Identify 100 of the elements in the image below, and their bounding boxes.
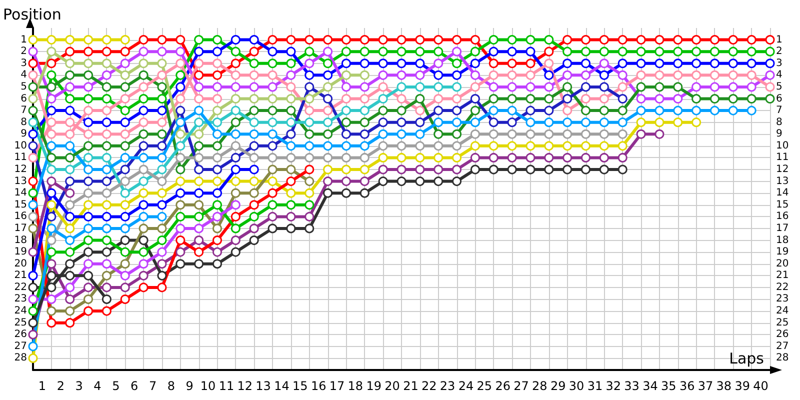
point xyxy=(728,35,738,45)
x-tick-label: 19 xyxy=(366,379,382,393)
y-tick-label: 23 xyxy=(14,294,27,305)
point xyxy=(268,94,278,104)
point xyxy=(544,46,554,56)
point xyxy=(286,35,296,45)
point xyxy=(230,212,240,222)
point xyxy=(746,46,756,56)
point xyxy=(360,164,370,174)
point xyxy=(526,82,536,92)
point xyxy=(212,70,222,80)
point xyxy=(176,176,186,186)
y2-tick-label: 17 xyxy=(776,222,789,234)
y-tick-label: 4 xyxy=(20,70,27,81)
point xyxy=(84,294,94,304)
point xyxy=(396,164,406,174)
point xyxy=(360,118,370,128)
point xyxy=(28,342,38,352)
point xyxy=(212,94,222,104)
point xyxy=(28,200,38,210)
point xyxy=(46,46,56,56)
point xyxy=(28,106,38,116)
point xyxy=(654,46,664,56)
point xyxy=(581,58,590,68)
x-tick-label: 29 xyxy=(550,379,566,393)
point xyxy=(434,70,444,80)
point xyxy=(323,176,333,186)
y2-tick-label: 16 xyxy=(776,211,789,222)
point xyxy=(102,294,112,304)
point xyxy=(765,58,775,68)
point xyxy=(84,94,94,104)
point xyxy=(360,141,370,151)
y-tick-label: 3 xyxy=(20,58,27,69)
point xyxy=(176,236,186,246)
point xyxy=(544,106,554,116)
point xyxy=(341,188,351,198)
x-tick-label: 31 xyxy=(587,379,603,393)
point xyxy=(157,58,167,68)
point xyxy=(488,164,498,174)
point xyxy=(710,70,720,80)
point xyxy=(452,58,462,68)
point xyxy=(212,247,222,257)
point xyxy=(470,58,480,68)
x-tick-label: 32 xyxy=(606,379,622,393)
point xyxy=(194,118,204,128)
point xyxy=(102,212,112,222)
point xyxy=(249,152,259,162)
point xyxy=(286,46,296,56)
point xyxy=(526,106,536,116)
point xyxy=(230,129,240,139)
point xyxy=(176,152,186,162)
point xyxy=(194,164,204,174)
point xyxy=(84,152,94,162)
point xyxy=(120,188,130,198)
point xyxy=(544,152,554,162)
point xyxy=(286,118,296,128)
point xyxy=(746,82,756,92)
point xyxy=(562,35,572,45)
point xyxy=(84,46,94,56)
point xyxy=(341,94,351,104)
point xyxy=(194,46,204,56)
point xyxy=(157,247,167,257)
x-tick-label: 40 xyxy=(753,379,768,393)
point xyxy=(360,94,370,104)
x-tick-label: 12 xyxy=(237,379,253,393)
point xyxy=(138,141,148,151)
point xyxy=(470,106,480,116)
point xyxy=(378,164,388,174)
point xyxy=(120,70,130,80)
point xyxy=(120,58,130,68)
point xyxy=(102,259,112,269)
point xyxy=(194,94,204,104)
point xyxy=(84,200,94,210)
point xyxy=(618,152,628,162)
point xyxy=(544,94,554,104)
point xyxy=(138,270,148,280)
point xyxy=(28,176,38,186)
y2-tick-label: 14 xyxy=(776,188,789,199)
point xyxy=(286,129,296,139)
x-tick-label: 17 xyxy=(329,379,345,393)
point xyxy=(378,141,388,151)
point xyxy=(249,212,259,222)
point xyxy=(176,200,186,210)
point xyxy=(396,82,406,92)
point xyxy=(396,118,406,128)
point xyxy=(28,282,38,292)
point xyxy=(194,106,204,116)
point xyxy=(304,176,314,186)
point xyxy=(581,164,590,174)
point xyxy=(673,46,683,56)
point xyxy=(84,141,94,151)
point xyxy=(507,118,517,128)
point xyxy=(599,141,609,151)
point xyxy=(470,164,480,174)
point xyxy=(157,282,167,292)
point xyxy=(65,58,75,68)
point xyxy=(507,70,517,80)
point xyxy=(618,106,628,116)
point xyxy=(526,70,536,80)
point xyxy=(212,58,222,68)
